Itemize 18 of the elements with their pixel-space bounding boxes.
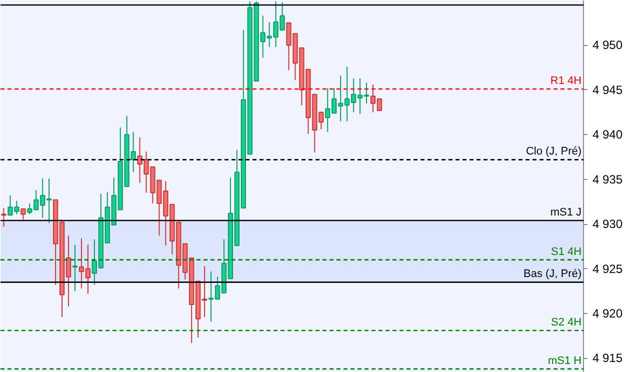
candlestick [20, 208, 26, 220]
ref-line-label: R1 4H [550, 75, 582, 88]
ref-line-label: Bas (J, Pré) [523, 268, 582, 280]
y-tick-label: 4 930 [592, 217, 623, 232]
y-tick-label: 4 935 [592, 172, 623, 186]
y-tick-label: 4 950 [592, 38, 623, 52]
ref-line-label: Clo (J, Pré) [526, 146, 582, 158]
y-tick-label: 4 940 [592, 128, 623, 142]
candlestick [1, 207, 6, 228]
y-tick-label: 4 925 [592, 262, 623, 276]
ref-line-label: mS1 J [550, 206, 582, 218]
ref-line-label: S2 4H [550, 316, 582, 328]
candlestick [72, 244, 78, 292]
ref-line-label: mS1 H [548, 354, 582, 367]
y-tick-label: 4 920 [592, 306, 623, 320]
y-tick-label: 4 915 [592, 351, 623, 366]
y-tick-label: 4 945 [592, 82, 623, 97]
ref-line-label: S1 4H [550, 246, 582, 258]
